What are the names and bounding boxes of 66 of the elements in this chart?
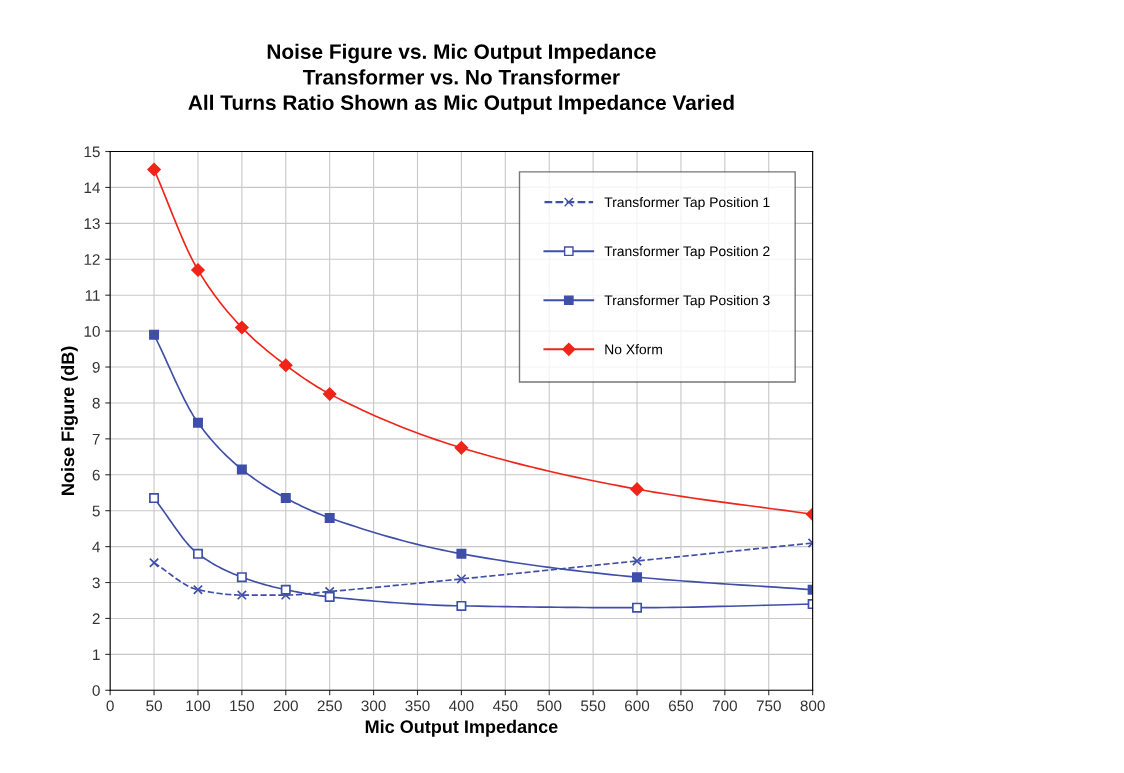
point bbox=[192, 584, 203, 595]
point bbox=[456, 600, 467, 611]
y-tick-label: 4 bbox=[92, 541, 100, 553]
y-tick-label: 12 bbox=[84, 254, 100, 265]
y-tick-label: 10 bbox=[84, 325, 100, 337]
point bbox=[149, 329, 160, 340]
point bbox=[456, 548, 467, 559]
x-tick-label: 350 bbox=[405, 700, 430, 712]
x-tick-label: 250 bbox=[317, 700, 342, 712]
legend-label: Transformer Tap Position 2 bbox=[604, 245, 770, 259]
point bbox=[236, 590, 247, 601]
y-tick-label: 15 bbox=[84, 146, 100, 158]
point bbox=[322, 387, 337, 401]
point bbox=[149, 493, 160, 504]
point bbox=[192, 548, 203, 559]
y-tick-label: 5 bbox=[92, 505, 100, 517]
x-tick-label: 100 bbox=[186, 700, 211, 712]
point bbox=[280, 493, 291, 504]
y-tick-label: 8 bbox=[92, 397, 100, 409]
x-tick-label: 300 bbox=[361, 700, 386, 712]
y-tick-label: 9 bbox=[92, 361, 100, 373]
point bbox=[454, 441, 469, 455]
y-tick-label: 14 bbox=[84, 182, 100, 193]
point bbox=[236, 464, 247, 475]
y-tick-label: 13 bbox=[84, 218, 100, 230]
x-tick-label: 500 bbox=[537, 700, 562, 712]
point bbox=[236, 572, 247, 583]
x-tick-label: 800 bbox=[800, 700, 825, 712]
point bbox=[191, 263, 205, 277]
point bbox=[147, 162, 161, 177]
point bbox=[280, 584, 291, 595]
y-tick-label: 2 bbox=[92, 613, 100, 624]
point bbox=[149, 557, 160, 568]
x-tick-label: 550 bbox=[580, 700, 606, 712]
chart-title: Noise Figure vs. Mic Output Impedance Transformer vs. No Transformer All Turns Ratio Shown as Mic Output Impedance Varied bbox=[188, 43, 734, 115]
point bbox=[324, 591, 335, 602]
point bbox=[632, 602, 643, 613]
y-tick-label: 11 bbox=[85, 290, 100, 301]
point bbox=[279, 358, 293, 372]
y-tick-label: 6 bbox=[92, 469, 100, 481]
y-tick-label: 3 bbox=[92, 577, 100, 589]
point bbox=[632, 555, 643, 566]
point bbox=[630, 482, 644, 496]
x-tick-label: 50 bbox=[146, 700, 162, 712]
y-axis-title: Noise Figure (dB) bbox=[60, 346, 78, 495]
x-tick-label: 450 bbox=[492, 700, 518, 712]
point bbox=[456, 573, 467, 584]
x-tick-label: 0 bbox=[106, 700, 114, 712]
x-tick-label: 600 bbox=[625, 700, 650, 712]
y-tick-label: 0 bbox=[92, 685, 100, 696]
x-tick-label: 650 bbox=[668, 700, 694, 712]
x-tick-label: 750 bbox=[756, 700, 781, 712]
y-tick-label: 7 bbox=[92, 433, 100, 445]
point bbox=[324, 512, 335, 523]
point bbox=[192, 417, 203, 428]
x-tick-label: 200 bbox=[273, 700, 298, 712]
point bbox=[235, 320, 249, 335]
y-tick-label: 1 bbox=[93, 649, 100, 660]
legend-label: Transformer Tap Position 3 bbox=[604, 295, 770, 308]
legend-label: Transformer Tap Position 1 bbox=[604, 196, 770, 210]
x-tick-label: 400 bbox=[449, 700, 474, 712]
x-tick-label: 150 bbox=[230, 700, 255, 712]
legend-label: No Xform bbox=[605, 344, 662, 355]
x-tick-label: 700 bbox=[712, 700, 737, 712]
x-axis-title: Mic Output Impedance bbox=[365, 719, 558, 737]
point bbox=[632, 572, 643, 583]
